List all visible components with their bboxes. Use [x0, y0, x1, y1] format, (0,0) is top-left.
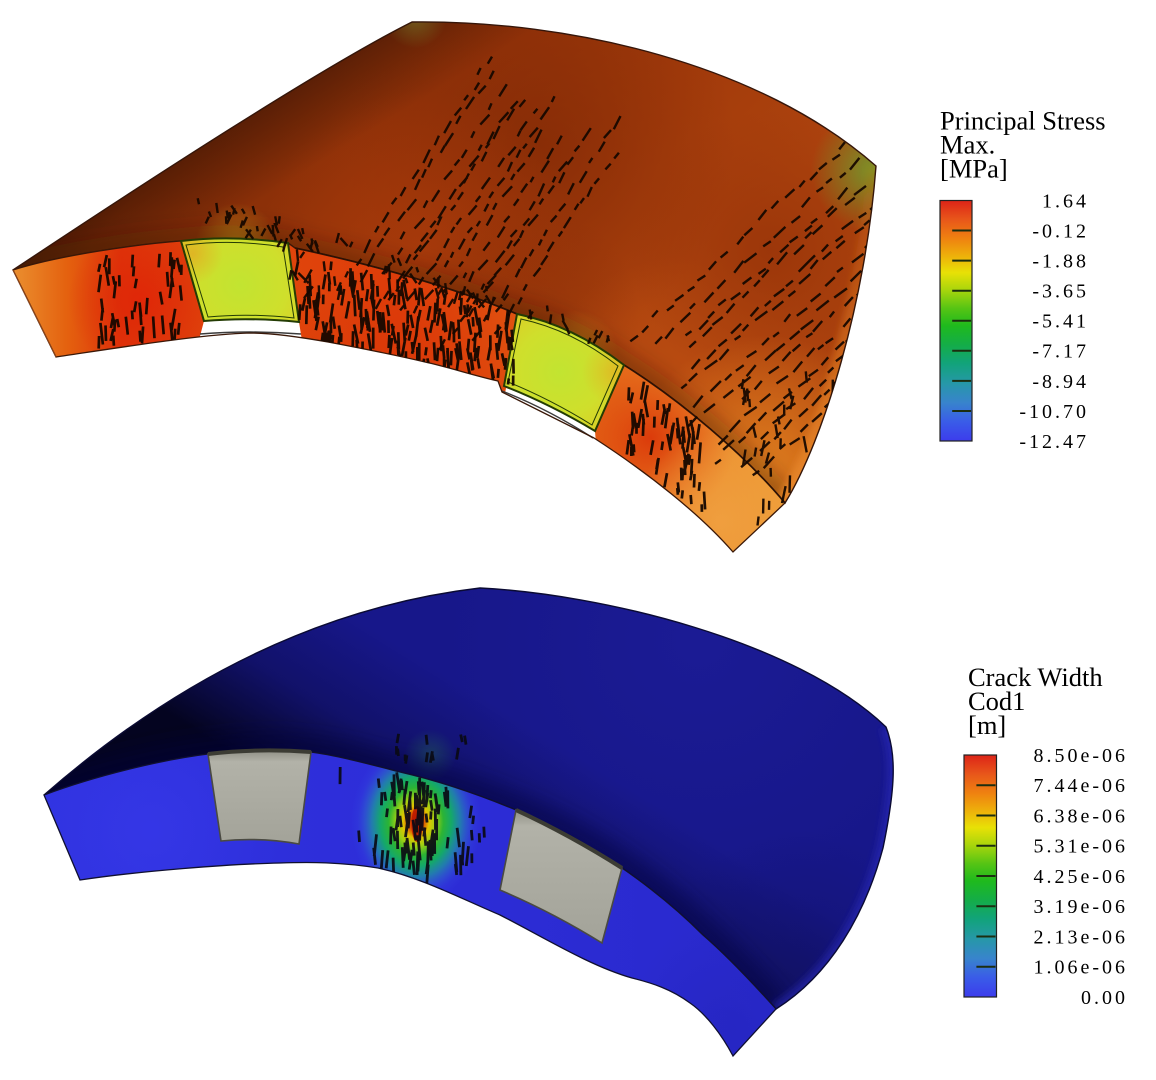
svg-text:5.31e-06: 5.31e-06: [1033, 836, 1128, 858]
svg-text:0.00: 0.00: [1081, 987, 1128, 1009]
svg-text:-12.47: -12.47: [1019, 431, 1089, 453]
svg-text:7.44e-06: 7.44e-06: [1033, 775, 1128, 797]
svg-text:2.13e-06: 2.13e-06: [1033, 926, 1128, 948]
svg-text:-7.17: -7.17: [1032, 341, 1089, 363]
svg-text:6.38e-06: 6.38e-06: [1033, 805, 1128, 827]
svg-text:3.19e-06: 3.19e-06: [1033, 896, 1128, 918]
svg-text:-1.88: -1.88: [1032, 251, 1089, 273]
svg-text:4.25e-06: 4.25e-06: [1033, 866, 1128, 888]
svg-text:Max.: Max.: [940, 130, 995, 160]
svg-text:Crack Width: Crack Width: [968, 662, 1103, 692]
svg-text:-8.94: -8.94: [1032, 371, 1089, 393]
svg-text:-5.41: -5.41: [1032, 311, 1089, 333]
svg-text:8.50e-06: 8.50e-06: [1033, 745, 1128, 767]
svg-text:Principal Stress: Principal Stress: [940, 106, 1106, 136]
svg-text:[MPa]: [MPa]: [940, 154, 1008, 184]
svg-text:-0.12: -0.12: [1032, 220, 1089, 242]
svg-text:[m]: [m]: [968, 710, 1006, 740]
svg-text:-10.70: -10.70: [1019, 401, 1089, 423]
svg-text:-3.65: -3.65: [1032, 281, 1089, 303]
svg-text:Cod1: Cod1: [968, 686, 1025, 716]
svg-text:1.06e-06: 1.06e-06: [1033, 957, 1128, 979]
svg-text:1.64: 1.64: [1042, 190, 1089, 212]
